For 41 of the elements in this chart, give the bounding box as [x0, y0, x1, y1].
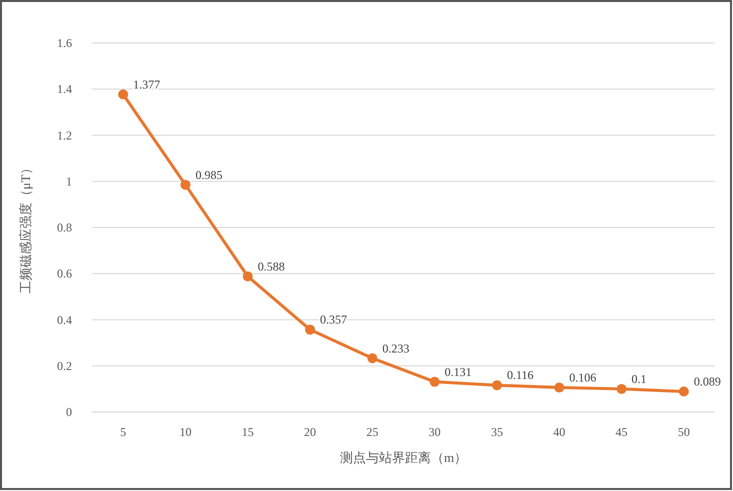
x-tick-label: 45 [616, 425, 628, 439]
data-label: 0.131 [444, 364, 472, 379]
x-tick-label: 35 [490, 425, 503, 439]
point [492, 380, 502, 390]
y-tick-label: 1.4 [57, 82, 72, 96]
point [367, 353, 378, 364]
x-tick-label: 10 [179, 425, 192, 439]
y-tick-label: 0 [66, 405, 72, 419]
y-tick-label: 1 [66, 174, 72, 188]
y-tick-label: 0.8 [57, 220, 72, 234]
x-tick-label: 5 [120, 425, 126, 439]
y-axis-title: 工频磁感应强度（μT） [18, 162, 33, 294]
point [118, 89, 128, 100]
x-tick-label: 40 [553, 425, 566, 439]
x-tick-label: 50 [678, 425, 690, 439]
data-label: 0.357 [320, 312, 348, 327]
y-tick-label: 0.6 [57, 266, 72, 281]
data-label: 0.588 [258, 259, 285, 274]
y-tick-label: 0.2 [57, 358, 72, 373]
x-tick-label: 30 [428, 425, 441, 439]
y-tick-label: 0.4 [57, 312, 72, 327]
data-label: 0.116 [506, 368, 534, 382]
point [305, 324, 316, 335]
point [180, 180, 190, 190]
data-label: 0.106 [569, 370, 596, 385]
point [554, 382, 564, 393]
data-label: 1.377 [133, 77, 160, 92]
data-label: 0.985 [195, 168, 222, 182]
x-tick-label: 15 [242, 425, 254, 439]
x-axis-title: 测点与站界距离（m） [340, 450, 468, 465]
point [430, 376, 440, 387]
point [678, 386, 689, 396]
y-tick-label: 1.2 [57, 128, 72, 142]
data-label: 0.089 [694, 374, 721, 388]
data-label: 0.1 [632, 372, 647, 386]
data-label: 0.233 [382, 341, 410, 356]
point [616, 384, 627, 394]
x-tick-label: 25 [366, 425, 378, 439]
point [242, 271, 253, 282]
x-tick-label: 20 [304, 425, 316, 439]
y-tick-label: 1.6 [57, 36, 72, 50]
